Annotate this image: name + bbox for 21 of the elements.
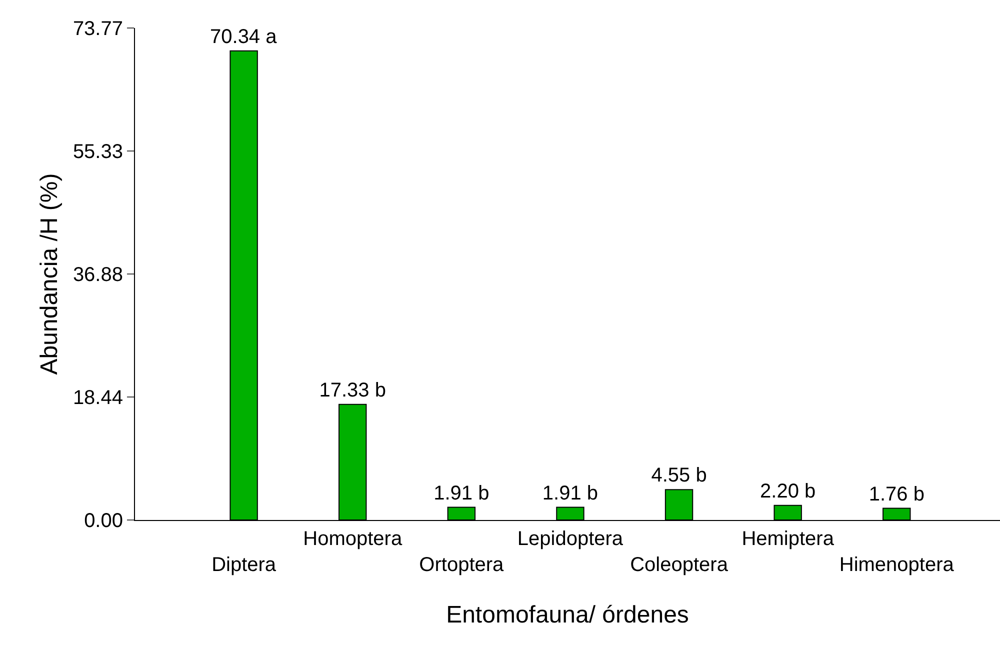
x-tick-label: Ortoptera <box>419 554 505 576</box>
y-tick-label: 55.33 <box>72 140 123 163</box>
y-tick-label: 36.88 <box>72 264 123 286</box>
y-tick-label: 18.44 <box>72 387 123 410</box>
data-label: 1.76 b <box>868 483 924 506</box>
y-tick-label: 73.77 <box>72 18 123 40</box>
x-tick-label: Coleoptera <box>630 554 729 576</box>
data-label: 70.34 a <box>210 26 278 48</box>
x-tick-label: Lepidoptera <box>517 528 624 550</box>
data-label: 4.55 b <box>651 464 707 487</box>
y-tick-label: 0.00 <box>84 510 123 532</box>
data-label: 1.91 b <box>434 482 490 504</box>
x-tick-label: Himenoptera <box>839 554 955 576</box>
x-tick-label: Diptera <box>212 554 277 576</box>
data-label: 1.91 b <box>542 482 598 504</box>
x-tick-label: Homoptera <box>303 528 403 550</box>
x-axis-title: Entomofauna/ órdenes <box>446 601 689 628</box>
x-tick-label: Hemiptera <box>742 528 835 550</box>
data-label: 17.33 b <box>319 379 386 402</box>
y-axis-title: Abundancia /H (%) <box>36 173 64 375</box>
data-label: 2.20 b <box>760 480 816 502</box>
